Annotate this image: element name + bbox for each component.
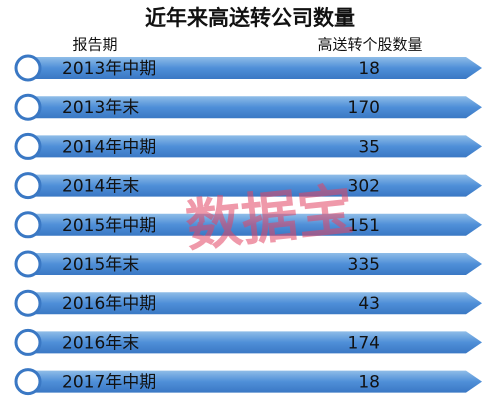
period: 2017年中期 (62, 373, 156, 393)
row-band (20, 370, 482, 393)
row-bullet (14, 54, 42, 82)
period: 2013年中期 (62, 59, 156, 79)
row: 2015年末 335 (14, 250, 482, 278)
row-band (20, 292, 482, 315)
count-header: 高送转个股数量 (317, 36, 422, 54)
row: 2013年中期 18 (14, 54, 482, 82)
row-bullet (14, 368, 42, 396)
title: 近年来高送转公司数量 (145, 6, 355, 30)
count: 302 (348, 177, 380, 197)
row-bullet (14, 211, 42, 239)
count: 151 (348, 216, 380, 236)
period: 2016年末 (62, 333, 139, 353)
row-bullet (14, 289, 42, 317)
count: 174 (348, 333, 380, 353)
row-bullet (14, 93, 42, 121)
count: 35 (358, 137, 380, 157)
row-band (20, 57, 482, 79)
period: 2015年末 (62, 255, 139, 275)
row-band (20, 135, 482, 158)
count: 18 (358, 59, 380, 79)
count: 335 (348, 255, 380, 275)
row: 2014年末 302 (14, 172, 482, 200)
row-band (20, 253, 482, 275)
period: 2014年末 (62, 177, 139, 197)
row: 2016年末 174 (14, 328, 482, 356)
count: 43 (358, 294, 380, 314)
row-bullet (14, 250, 42, 278)
row-bullet (14, 132, 42, 160)
row-band (20, 213, 482, 236)
period: 2016年中期 (62, 294, 156, 314)
row: 2014年中期 35 (14, 132, 482, 160)
row: 2015年中期 151 (14, 211, 482, 239)
row-band (20, 331, 482, 354)
row: 2016年中期 43 (14, 289, 482, 317)
row: 2017年中期 18 (14, 368, 482, 396)
row-bullet (14, 328, 42, 356)
period: 2014年中期 (62, 137, 156, 157)
count: 170 (348, 98, 380, 118)
rows: 2013年中期 18 2013年末 170 2014年中期 35 2014年末 302 2015… (14, 54, 482, 396)
period: 2015年中期 (62, 216, 156, 236)
row: 2013年末 170 (14, 93, 482, 121)
row-bullet (14, 172, 42, 200)
period: 2013年末 (62, 98, 139, 118)
count: 18 (358, 373, 380, 393)
row-band (20, 96, 482, 119)
period-header: 报告期 (72, 36, 117, 54)
row-band (20, 174, 482, 197)
